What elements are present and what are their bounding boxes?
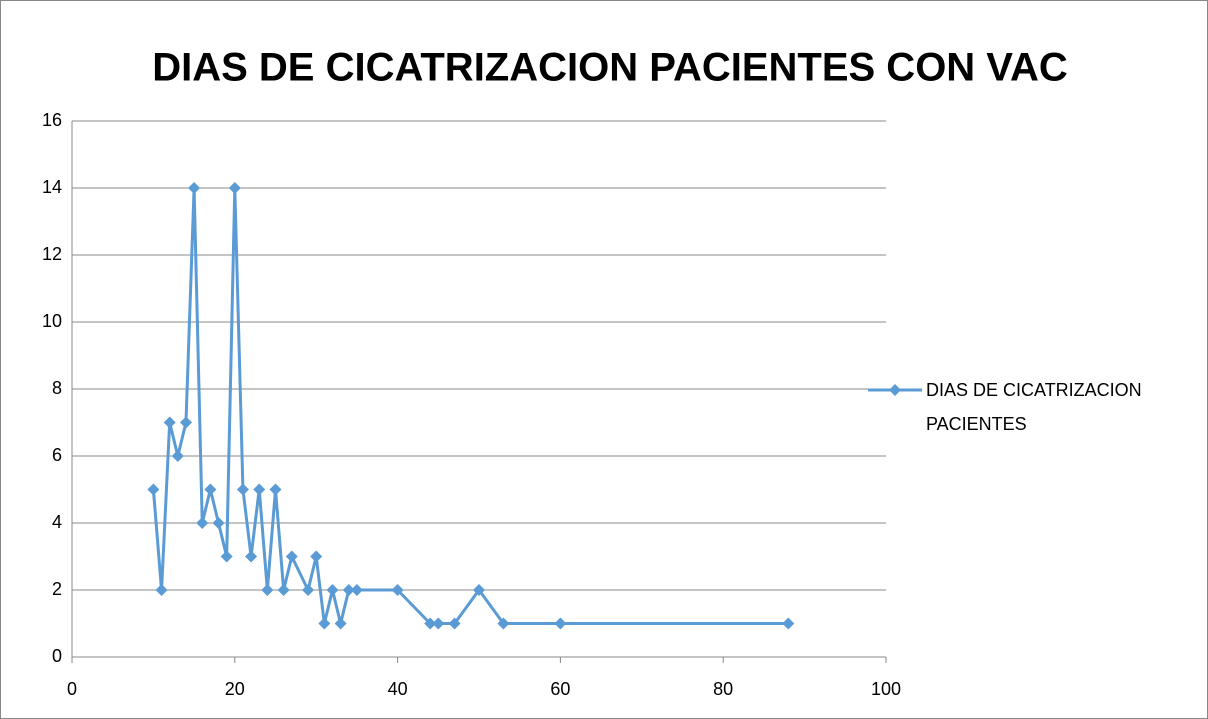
point	[310, 550, 323, 563]
y-tick-label: 2	[52, 579, 62, 599]
point	[448, 617, 461, 630]
point	[334, 617, 347, 630]
legend-marker	[889, 384, 901, 396]
point	[391, 584, 404, 596]
point	[269, 483, 282, 496]
point	[302, 584, 315, 596]
point	[236, 483, 249, 496]
y-tick-label: 16	[42, 110, 62, 130]
point	[228, 182, 241, 194]
legend-label: DIAS DE CICATRIZACION PACIENTES	[926, 380, 1142, 434]
point	[782, 617, 795, 630]
point	[147, 483, 160, 496]
point	[277, 584, 290, 596]
point	[204, 483, 217, 496]
point	[253, 483, 266, 496]
point	[285, 550, 298, 563]
point	[188, 182, 201, 194]
point	[212, 517, 225, 529]
x-tick-label: 100	[871, 679, 901, 699]
point	[179, 416, 192, 429]
y-tick-label: 14	[42, 177, 62, 197]
chart-title: DIAS DE CICATRIZACION PACIENTES CON VAC	[152, 46, 1068, 90]
point	[497, 617, 510, 630]
x-tick-label: 20	[225, 679, 245, 699]
point	[220, 550, 233, 563]
y-tick-label: 6	[52, 445, 62, 465]
point	[554, 617, 567, 630]
point	[473, 584, 485, 596]
point	[155, 584, 168, 596]
x-tick-label: 60	[550, 679, 570, 699]
point	[424, 617, 437, 630]
x-tick-label: 0	[67, 679, 77, 699]
point	[261, 584, 274, 596]
x-tick-label: 80	[713, 679, 733, 699]
point	[326, 584, 339, 596]
point	[318, 617, 331, 630]
point	[342, 584, 355, 596]
point	[196, 517, 209, 529]
point	[245, 550, 258, 563]
point	[163, 416, 176, 429]
y-tick-label: 0	[52, 646, 62, 666]
point	[432, 617, 445, 630]
y-tick-label: 10	[42, 311, 62, 331]
y-tick-label: 8	[52, 378, 62, 398]
point	[171, 450, 184, 462]
x-tick-label: 40	[388, 679, 408, 699]
point	[350, 584, 363, 596]
y-tick-label: 12	[42, 244, 62, 264]
y-tick-label: 4	[52, 512, 62, 532]
